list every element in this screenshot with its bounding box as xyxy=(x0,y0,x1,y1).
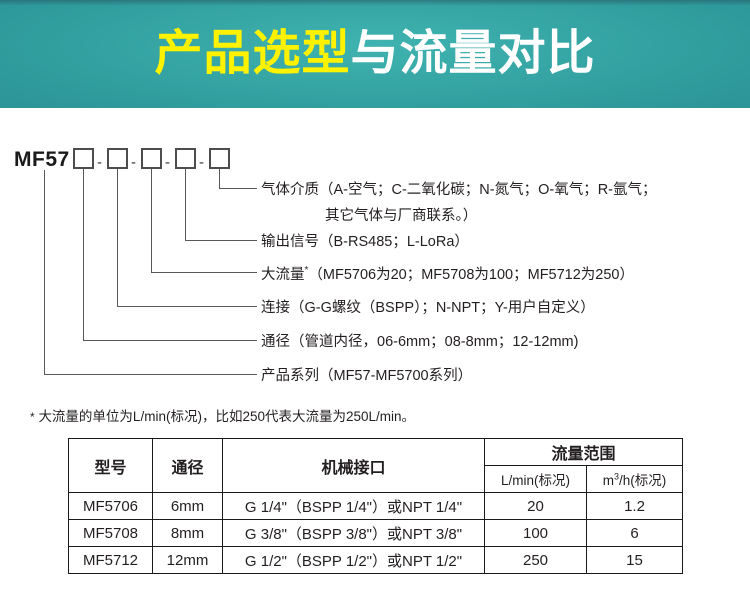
cell-bore: 12mm xyxy=(152,546,223,574)
leader-label-max-flow-main: 大流量 xyxy=(261,266,305,283)
leader-line-bore-vertical xyxy=(83,169,84,340)
leader-label-product-series: 产品系列（MF57-MF5700系列） xyxy=(261,368,473,384)
cell-flow-m3h: 1.2 xyxy=(586,492,683,520)
leader-label-bore: 通径（管道内径，06-6mm；08-8mm；12-12mm) xyxy=(261,334,579,350)
cell-interface: G 3/8"（BSPP 3/8"）或NPT 3/8" xyxy=(222,519,485,547)
cell-interface: G 1/2"（BSPP 1/2"）或NPT 1/2" xyxy=(222,546,485,574)
cell-model: MF5708 xyxy=(68,519,153,547)
table-header-flow-range: 流量范围 xyxy=(484,438,683,466)
code-box-1[interactable] xyxy=(73,148,94,169)
banner-top-edge xyxy=(0,0,750,6)
cell-flow-lmin: 20 xyxy=(484,492,587,520)
table-header-flow-m3h-rest: /h(标况) xyxy=(619,473,667,488)
code-box-2[interactable] xyxy=(107,148,128,169)
table-header-interface: 机械接口 xyxy=(222,438,485,493)
table-row: MF5706 6mm G 1/4"（BSPP 1/4"）或NPT 1/4" 20… xyxy=(68,492,683,520)
cell-bore: 8mm xyxy=(152,519,223,547)
page-title-rest: 与流量对比 xyxy=(350,27,596,80)
code-box-5[interactable] xyxy=(209,148,230,169)
table-header-flow-m3h-unit: m xyxy=(602,473,614,488)
leader-line-product-series-horizontal xyxy=(44,374,257,375)
page-title-highlight: 产品选型 xyxy=(154,27,351,80)
leader-line-product-series-vertical xyxy=(44,170,45,374)
footnote: * 大流量的单位为L/min(标况)，比如250代表大流量为250L/min。 xyxy=(30,405,415,425)
leader-line-output-signal-horizontal xyxy=(185,240,257,241)
cell-bore: 6mm xyxy=(152,492,223,520)
table-header-row-2: L/min(标况) m3/h(标况) xyxy=(69,465,683,493)
cell-interface: G 1/4"（BSPP 1/4"）或NPT 1/4" xyxy=(222,492,485,520)
leader-label-connection: 连接（G-G螺纹（BSPP）；N-NPT；Y-用户自定义） xyxy=(261,300,595,316)
table-header-bore: 通径 xyxy=(152,438,223,493)
leader-label-output-signal: 输出信号（B-RS485；L-LoRa） xyxy=(261,234,469,250)
cell-model: MF5706 xyxy=(68,492,153,520)
table-header-flow-m3h: m3/h(标况) xyxy=(586,465,683,493)
part-code-prefix: MF57 xyxy=(14,148,70,171)
table-header-flow-lmin: L/min(标况) xyxy=(484,465,587,493)
cell-flow-lmin: 250 xyxy=(484,546,587,574)
code-separator-1: - xyxy=(97,154,102,171)
code-box-4[interactable] xyxy=(175,148,196,169)
leader-label-max-flow-asterisk: * xyxy=(304,265,309,276)
leader-label-max-flow: 大流量*（MF5706为20；MF5708为100；MF5712为250） xyxy=(261,264,634,286)
footnote-text: 大流量的单位为L/min(标况)，比如250代表大流量为250L/min。 xyxy=(38,409,415,424)
page-banner: 产品选型 与流量对比 xyxy=(0,0,750,108)
table-header-row-1: 型号 通径 机械接口 流量范围 xyxy=(68,438,683,493)
leader-line-gas-medium-vertical xyxy=(219,169,220,188)
specification-table: 型号 通径 机械接口 流量范围 L/min(标况) m3/h(标况) MF570… xyxy=(68,438,683,574)
leader-line-connection-vertical xyxy=(117,169,118,306)
table-row: MF5712 12mm G 1/2"（BSPP 1/2"）或NPT 1/2" 2… xyxy=(68,546,683,574)
cell-flow-lmin: 100 xyxy=(484,519,587,547)
table-header-model: 型号 xyxy=(68,438,153,493)
leader-line-output-signal-vertical xyxy=(185,169,186,240)
leader-line-max-flow-horizontal xyxy=(151,272,257,273)
page-title: 产品选型 与流量对比 xyxy=(0,0,750,108)
leader-label-gas-medium: 气体介质（A-空气；C-二氧化碳；N-氮气；O-氧气；R-氩气； xyxy=(261,182,657,198)
cell-flow-m3h: 6 xyxy=(586,519,683,547)
cell-flow-m3h: 15 xyxy=(586,546,683,574)
code-separator-3: - xyxy=(165,154,170,171)
cell-model: MF5712 xyxy=(68,546,153,574)
code-box-3[interactable] xyxy=(141,148,162,169)
leader-label-gas-medium-line2: 其它气体与厂商联系。） xyxy=(325,208,478,224)
leader-line-connection-horizontal xyxy=(117,306,257,307)
table-header-flow-m3h-exponent: 3 xyxy=(613,471,619,482)
leader-line-bore-horizontal xyxy=(83,340,257,341)
footnote-asterisk: * xyxy=(30,410,35,424)
leader-line-gas-medium-horizontal xyxy=(219,188,257,189)
code-separator-4: - xyxy=(199,154,204,171)
table-row: MF5708 8mm G 3/8"（BSPP 3/8"）或NPT 3/8" 10… xyxy=(68,519,683,547)
code-separator-2: - xyxy=(131,154,136,171)
part-number-diagram: MF57 - - - - 气体介质（A-空气；C-二氧化碳；N-氮气；O-氧气；… xyxy=(0,108,750,408)
leader-line-max-flow-vertical xyxy=(151,169,152,272)
leader-label-max-flow-detail: （MF5706为20；MF5708为100；MF5712为250） xyxy=(308,266,634,283)
